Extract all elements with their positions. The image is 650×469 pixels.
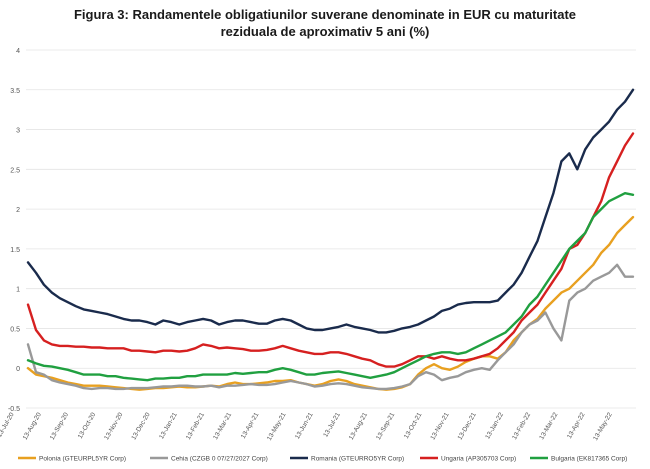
x-tick-label: 13-Oct-20 (77, 411, 98, 440)
x-tick-label: 13-Jul-21 (322, 411, 342, 438)
y-tick-label: 3 (16, 128, 20, 135)
x-tick-label: 13-Jan-21 (158, 411, 179, 440)
y-tick-label: 0.5 (10, 326, 20, 333)
y-tick-label: 1 (16, 287, 20, 294)
series-line-4 (26, 132, 635, 368)
x-tick-label: 13-Mar-21 (212, 411, 233, 441)
y-tick-label: 2 (16, 207, 20, 214)
x-tick-label: 13-Jun-21 (294, 411, 315, 440)
x-tick-label: 13-Sep-20 (49, 411, 70, 441)
x-tick-label: 13-Oct-21 (403, 411, 424, 440)
series-line-3 (26, 88, 635, 334)
y-tick-label: 2.5 (10, 167, 20, 174)
y-tick-label: 1.5 (10, 247, 20, 254)
x-tick-label: 13-Feb-22 (511, 411, 532, 441)
chart-title-line1: Figura 3: Randamentele obligatiunilor su… (73, 7, 577, 22)
legend-label: Ungaria (AP305703 Corp) (441, 456, 516, 463)
legend-label: Polonia (GTEURPL5YR Corp) (39, 456, 126, 463)
series-line-1 (26, 215, 635, 391)
x-tick-label: 13-May-21 (266, 411, 288, 442)
chart-title: Figura 3: Randamentele obligatiunilor su… (0, 6, 650, 40)
y-tick-label: 4 (16, 48, 20, 55)
x-tick-label: 13-Apr-21 (240, 411, 261, 440)
x-tick-label: 13-Mar-22 (538, 411, 559, 441)
legend-label: Bulgaria (EK817365 Corp) (551, 456, 627, 463)
x-tick-label: 13-Aug-21 (348, 411, 369, 441)
legend-label: Romania (GTEURRO5YR Corp) (311, 456, 404, 463)
x-tick-label: 13-Jul-20 (0, 411, 16, 438)
x-tick-label: 13-Dec-20 (130, 411, 151, 441)
x-tick-label: 13-Aug-20 (22, 411, 43, 441)
series-line-5 (26, 191, 635, 382)
legend-label: Cehia (CZGB 0 07/27/2027 Corp) (171, 456, 268, 463)
y-tick-label: 3.5 (10, 88, 20, 95)
x-tick-label: 13-May-22 (592, 411, 614, 442)
y-tick-label: 0 (16, 366, 20, 373)
x-tick-label: 13-Nov-21 (429, 411, 450, 441)
chart-title-line2: reziduala de aproximativ 5 ani (%) (220, 24, 430, 39)
y-tick-label: -0.5 (8, 406, 20, 413)
series-line-2 (26, 263, 635, 391)
x-tick-label: 13-Dec-21 (457, 411, 478, 441)
x-tick-label: 13-Apr-22 (566, 411, 587, 440)
x-tick-label: 13-Feb-21 (185, 411, 206, 441)
x-tick-label: 13-Nov-20 (103, 411, 124, 441)
x-tick-label: 13-Jan-22 (484, 411, 505, 440)
x-tick-label: 13-Sep-21 (375, 411, 396, 441)
